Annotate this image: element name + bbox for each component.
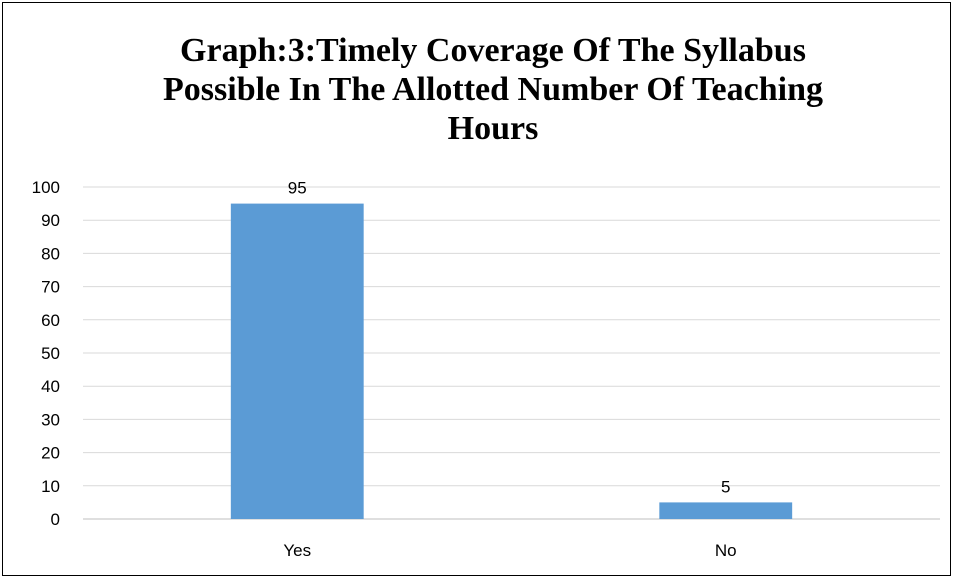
x-tick-label: Yes — [283, 541, 311, 560]
y-tick-label: 20 — [41, 444, 60, 463]
y-tick-label: 50 — [41, 344, 60, 363]
y-tick-label: 0 — [51, 510, 60, 529]
y-tick-label: 40 — [41, 377, 60, 396]
x-tick-label: No — [715, 541, 737, 560]
y-tick-label: 90 — [41, 211, 60, 230]
y-tick-label: 60 — [41, 311, 60, 330]
y-tick-label: 30 — [41, 410, 60, 429]
y-tick-label: 80 — [41, 244, 60, 263]
chart-title: Graph:3:Timely Coverage Of The Syllabus … — [103, 31, 883, 148]
chart-title-line-3: Hours — [447, 110, 539, 147]
data-label: 5 — [721, 477, 730, 496]
y-tick-label: 70 — [41, 278, 60, 297]
y-tick-label: 100 — [32, 178, 60, 197]
bar[interactable] — [659, 502, 793, 519]
y-tick-label: 10 — [41, 477, 60, 496]
data-label: 95 — [288, 179, 307, 198]
chart-title-line-2: Possible In The Allotted Number Of Teach… — [163, 71, 823, 108]
chart-title-line-1: Graph:3:Timely Coverage Of The Syllabus — [180, 32, 806, 69]
bar[interactable] — [230, 203, 364, 519]
